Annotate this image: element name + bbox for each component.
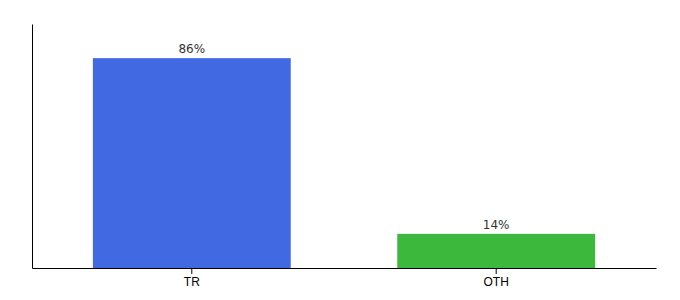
chart: TR OTH 86% 14% bbox=[0, 0, 680, 300]
plot: TR OTH 86% 14% bbox=[33, 25, 657, 289]
y-axis-line bbox=[32, 25, 33, 269]
data-labels: 86% 14% bbox=[178, 42, 509, 232]
bar bbox=[93, 58, 291, 268]
x-tick-label: OTH bbox=[484, 275, 509, 289]
bars bbox=[93, 58, 595, 268]
data-label: 14% bbox=[483, 218, 510, 232]
x-tick-mark bbox=[191, 268, 192, 274]
bar bbox=[397, 234, 595, 268]
data-label: 86% bbox=[178, 42, 205, 56]
y-axis bbox=[32, 25, 33, 269]
x-tick-mark bbox=[496, 268, 497, 274]
x-tick: TR bbox=[184, 268, 200, 289]
x-axis-line bbox=[33, 268, 657, 269]
x-tick-label: TR bbox=[184, 275, 200, 289]
x-tick: OTH bbox=[484, 268, 509, 289]
x-axis: TR OTH bbox=[33, 268, 657, 289]
